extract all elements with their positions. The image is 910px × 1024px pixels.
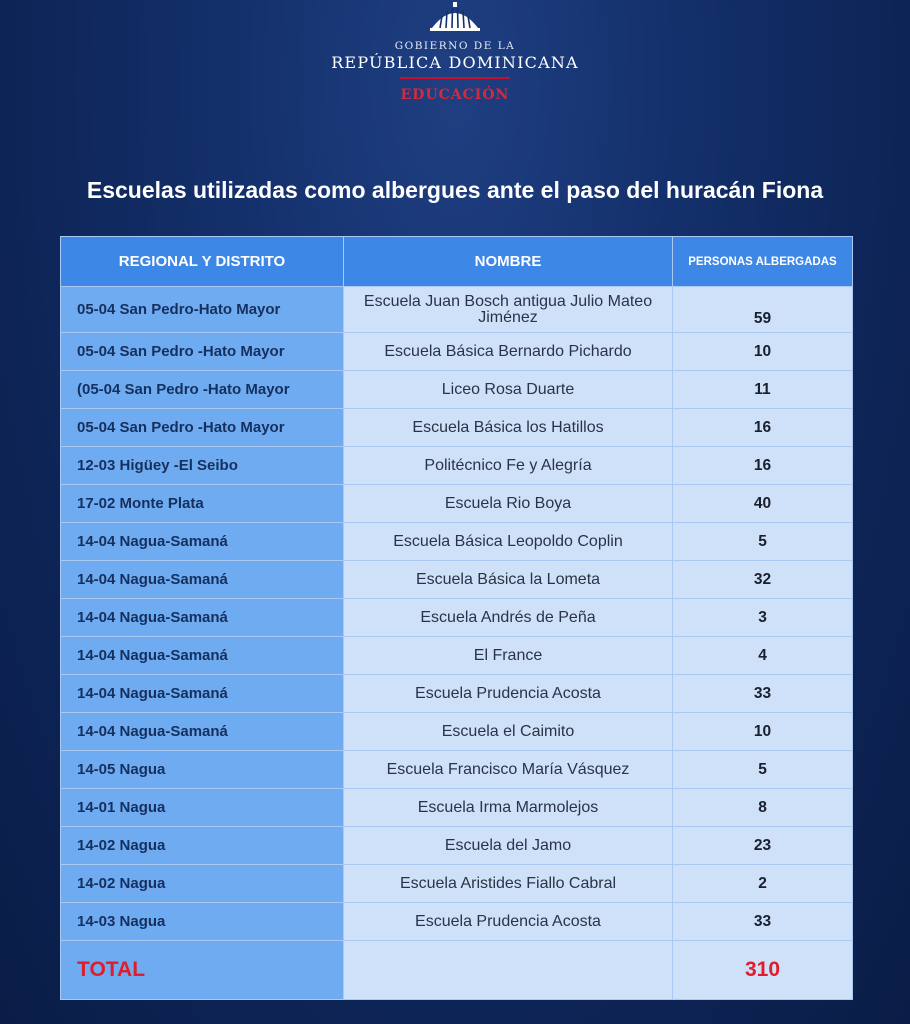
personas-cell: 10 xyxy=(672,712,853,751)
table-row: 14-04 Nagua-Samaná El France 4 xyxy=(60,636,853,675)
personas-cell: 23 xyxy=(672,826,853,865)
personas-cell: 33 xyxy=(672,674,853,713)
regional-cell: 14-04 Nagua-Samaná xyxy=(60,674,344,713)
nombre-cell: Escuela el Caimito xyxy=(343,712,673,751)
country-name: REPÚBLICA DOMINICANA xyxy=(331,53,579,72)
total-row: TOTAL 310 xyxy=(60,940,853,1000)
personas-cell: 5 xyxy=(672,522,853,561)
page-title: Escuelas utilizadas como albergues ante … xyxy=(86,177,824,203)
table-row: 14-02 Nagua Escuela Aristides Fiallo Cabr… xyxy=(60,864,853,903)
regional-cell: 14-04 Nagua-Samaná xyxy=(60,598,344,637)
red-divider xyxy=(400,77,510,79)
header-nombre: NOMBRE xyxy=(343,236,673,287)
regional-cell: 14-04 Nagua-Samaná xyxy=(60,560,344,599)
regional-cell: 14-01 Nagua xyxy=(60,788,344,827)
regional-cell: 14-02 Nagua xyxy=(60,826,344,865)
regional-cell: 14-03 Nagua xyxy=(60,902,344,941)
table-row: 05-04 San Pedro -Hato Mayor Escuela Básic… xyxy=(60,332,853,371)
nombre-cell: Escuela Básica Bernardo Pichardo xyxy=(343,332,673,371)
personas-cell: 5 xyxy=(672,750,853,789)
nombre-cell: Escuela Andrés de Peña xyxy=(343,598,673,637)
total-empty-cell xyxy=(343,940,673,1000)
personas-cell: 11 xyxy=(672,370,853,409)
personas-cell: 16 xyxy=(672,408,853,447)
header-personas: PERSONAS ALBERGADAS xyxy=(672,236,853,287)
dome-icon xyxy=(430,2,480,31)
personas-cell: 59 xyxy=(672,286,853,333)
regional-cell: 14-04 Nagua-Samaná xyxy=(60,522,344,561)
table-row: 14-04 Nagua-Samaná Escuela el Caimito 10 xyxy=(60,712,853,751)
ministry-name: EDUCACIÓN xyxy=(400,87,510,103)
total-value: 310 xyxy=(672,940,853,1000)
government-line: GOBIERNO DE LA xyxy=(394,40,516,52)
nombre-cell: Escuela del Jamo xyxy=(343,826,673,865)
nombre-cell: Escuela Prudencia Acosta xyxy=(343,674,673,713)
regional-cell: 14-02 Nagua xyxy=(60,864,344,903)
nombre-cell: Escuela Rio Boya xyxy=(343,484,673,523)
table-row: 14-03 Nagua Escuela Prudencia Acosta 33 xyxy=(60,902,853,941)
personas-cell: 33 xyxy=(672,902,853,941)
header-logo xyxy=(0,0,910,110)
regional-cell: 12-03 Higüey -El Seibo xyxy=(60,446,344,485)
personas-cell: 10 xyxy=(672,332,853,371)
regional-cell: 17-02 Monte Plata xyxy=(60,484,344,523)
personas-cell: 3 xyxy=(672,598,853,637)
table-header-row: REGIONAL Y DISTRITO NOMBRE PERSONAS ALBE… xyxy=(60,236,853,287)
nombre-cell: Escuela Prudencia Acosta xyxy=(343,902,673,941)
table-row: 14-04 Nagua-Samaná Escuela Prudencia Acos… xyxy=(60,674,853,713)
regional-cell: 14-04 Nagua-Samaná xyxy=(60,712,344,751)
regional-cell: 05-04 San Pedro -Hato Mayor xyxy=(60,332,344,371)
nombre-cell: Escuela Irma Marmolejos xyxy=(343,788,673,827)
table-row: 17-02 Monte Plata Escuela Rio Boya 40 xyxy=(60,484,853,523)
table-row: 14-04 Nagua-Samaná Escuela Andrés de Peña… xyxy=(60,598,853,637)
nombre-cell: Politécnico Fe y Alegría xyxy=(343,446,673,485)
nombre-cell: El France xyxy=(343,636,673,675)
table-row: 14-05 Nagua Escuela Francisco María Vásqu… xyxy=(60,750,853,789)
nombre-cell: Escuela Básica Leopoldo Coplin xyxy=(343,522,673,561)
table-row: 05-04 San Pedro -Hato Mayor Escuela Básic… xyxy=(60,408,853,447)
table-row: 12-03 Higüey -El Seibo Politécnico Fe y A… xyxy=(60,446,853,485)
regional-cell: 14-05 Nagua xyxy=(60,750,344,789)
table-row: 14-04 Nagua-Samaná Escuela Básica la Lome… xyxy=(60,560,853,599)
personas-cell: 8 xyxy=(672,788,853,827)
personas-cell: 2 xyxy=(672,864,853,903)
nombre-cell: Escuela Básica la Lometa xyxy=(343,560,673,599)
regional-cell: 05-04 San Pedro -Hato Mayor xyxy=(60,408,344,447)
nombre-cell: Liceo Rosa Duarte xyxy=(343,370,673,409)
table-row: (05-04 San Pedro -Hato Mayor Liceo Rosa D… xyxy=(60,370,853,409)
table-row: 14-04 Nagua-Samaná Escuela Básica Leopold… xyxy=(60,522,853,561)
regional-cell: 14-04 Nagua-Samaná xyxy=(60,636,344,675)
nombre-cell: Escuela Aristides Fiallo Cabral xyxy=(343,864,673,903)
regional-cell: (05-04 San Pedro -Hato Mayor xyxy=(60,370,344,409)
total-label: TOTAL xyxy=(60,940,344,1000)
personas-cell: 40 xyxy=(672,484,853,523)
nombre-cell: Escuela Básica los Hatillos xyxy=(343,408,673,447)
table-row: 05-04 San Pedro-Hato Mayor Escuela Juan B… xyxy=(60,286,853,333)
nombre-cell: Escuela Juan Bosch antigua Julio Mateo J… xyxy=(343,286,673,333)
personas-cell: 16 xyxy=(672,446,853,485)
shelters-table-container: REGIONAL Y DISTRITO NOMBRE PERSONAS ALBE… xyxy=(60,236,853,1000)
nombre-cell: Escuela Francisco María Vásquez xyxy=(343,750,673,789)
regional-cell: 05-04 San Pedro-Hato Mayor xyxy=(60,286,344,333)
table-row: 14-02 Nagua Escuela del Jamo 23 xyxy=(60,826,853,865)
header-regional: REGIONAL Y DISTRITO xyxy=(60,236,344,287)
shelters-table: REGIONAL Y DISTRITO NOMBRE PERSONAS ALBE… xyxy=(60,236,853,1000)
personas-cell: 4 xyxy=(672,636,853,675)
table-row: 14-01 Nagua Escuela Irma Marmolejos 8 xyxy=(60,788,853,827)
personas-cell: 32 xyxy=(672,560,853,599)
table-body: 05-04 San Pedro-Hato Mayor Escuela Juan B… xyxy=(60,286,853,941)
